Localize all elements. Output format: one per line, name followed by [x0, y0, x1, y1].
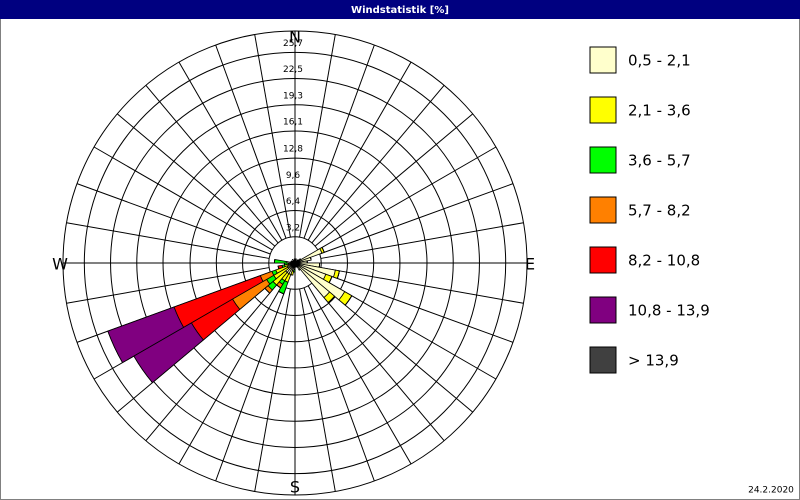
spoke	[66, 267, 270, 304]
spoke	[215, 287, 287, 482]
r-tick-label: 22,5	[283, 65, 303, 75]
grid-ring	[162, 130, 428, 396]
legend-swatch	[589, 46, 617, 74]
direction-label: W	[52, 255, 68, 274]
spoke	[116, 113, 276, 247]
legend-label: 5,7 - 8,2	[628, 202, 691, 220]
spoke	[314, 113, 474, 247]
date-label: 24.2.2020	[748, 486, 794, 496]
wind-segment	[298, 268, 301, 271]
grid-ring	[110, 78, 480, 448]
legend-label: 0,5 - 2,1	[628, 52, 691, 70]
spoke	[178, 285, 283, 465]
spoke	[303, 44, 375, 239]
r-tick-label: 16,1	[283, 118, 303, 128]
r-tick-label: 3,2	[286, 223, 300, 233]
legend-swatch	[589, 346, 617, 374]
outer-ring	[62, 30, 528, 496]
legend-swatch	[589, 96, 617, 124]
title-bar	[0, 0, 800, 19]
legend-swatch	[589, 296, 617, 324]
spoke	[145, 282, 279, 442]
r-tick-label: 12,8	[283, 145, 303, 155]
r-tick-label: 19,3	[283, 91, 303, 101]
wind-segment	[336, 270, 340, 279]
spoke	[307, 285, 412, 465]
spoke	[303, 287, 375, 482]
legend-swatch	[589, 246, 617, 274]
legend-label: > 13,9	[628, 352, 679, 370]
spoke	[311, 282, 445, 442]
spoke	[311, 84, 445, 244]
spoke	[307, 61, 412, 241]
spoke	[320, 267, 524, 304]
spoke	[254, 288, 291, 492]
r-tick-label: 9,6	[286, 171, 301, 181]
spoke	[215, 44, 287, 239]
legend-label: 2,1 - 3,6	[628, 102, 691, 120]
spoke	[299, 34, 336, 238]
spoke	[319, 183, 514, 255]
r-tick-label: 6,4	[286, 197, 301, 207]
spoke	[178, 61, 283, 241]
direction-label: S	[290, 478, 300, 497]
grid-ring	[189, 157, 401, 369]
legend-label: 8,2 - 10,8	[628, 252, 700, 270]
r-tick-label: 25,7	[283, 39, 303, 49]
wind-segment	[310, 257, 312, 261]
spoke	[317, 146, 497, 251]
grid-ring	[83, 51, 507, 475]
wind-segment	[321, 247, 325, 253]
spoke	[93, 146, 273, 251]
grid-ring	[136, 104, 454, 422]
chart-title: Windstatistik [%]	[351, 5, 449, 16]
direction-label: N	[289, 28, 301, 47]
spoke	[320, 222, 524, 259]
grid-ring	[215, 183, 375, 343]
legend-label: 3,6 - 5,7	[628, 152, 691, 170]
spoke	[145, 84, 279, 244]
legend-swatch	[589, 146, 617, 174]
wind-segment	[344, 295, 353, 306]
spoke	[319, 271, 514, 343]
direction-label: E	[525, 255, 535, 274]
legend-label: 10,8 - 13,9	[628, 302, 710, 320]
spoke	[76, 183, 271, 255]
legend-swatch	[589, 196, 617, 224]
spoke	[254, 34, 291, 238]
grid-ring	[268, 236, 322, 290]
grid-ring	[242, 210, 348, 316]
spoke	[66, 222, 270, 259]
spoke	[299, 288, 336, 492]
